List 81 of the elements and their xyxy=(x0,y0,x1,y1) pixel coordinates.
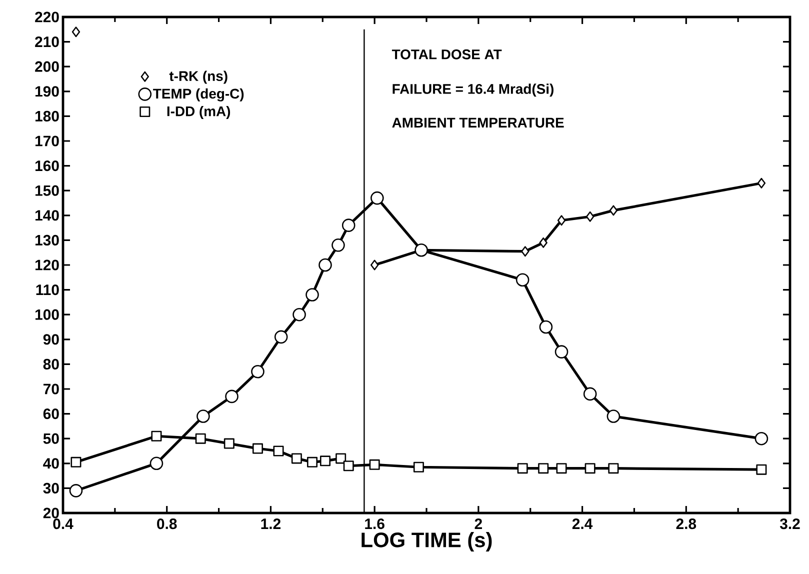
point xyxy=(369,459,380,470)
point xyxy=(318,258,332,272)
point xyxy=(521,246,530,257)
point xyxy=(306,288,319,302)
x-axis-title: LOG TIME (s) xyxy=(362,532,492,552)
point xyxy=(292,308,306,322)
point xyxy=(70,456,82,468)
point xyxy=(273,446,284,456)
point xyxy=(516,273,530,287)
point xyxy=(291,453,302,464)
y-tick-label: 20 xyxy=(43,508,59,518)
annotation: AMBIENT TEMPERATURE xyxy=(392,118,564,128)
point xyxy=(196,410,210,423)
legend-label: TEMP (deg-C) xyxy=(153,88,244,102)
y-tick-label: 110 xyxy=(36,284,59,296)
y-tick-label: 130 xyxy=(35,234,59,246)
y-tick-label: 210 xyxy=(35,36,59,48)
point xyxy=(342,218,356,232)
point xyxy=(754,432,768,446)
point xyxy=(517,463,528,474)
point xyxy=(225,390,238,404)
x-tick-label: 3.2 xyxy=(780,518,800,530)
point xyxy=(557,215,566,226)
point xyxy=(274,330,288,344)
point xyxy=(224,438,234,449)
y-tick-label: 170 xyxy=(35,136,59,146)
y-tick-label: 220 xyxy=(35,12,59,22)
legend-label: t-RK (ns) xyxy=(169,70,228,84)
point xyxy=(69,484,83,498)
y-tick-label: 30 xyxy=(43,482,59,494)
y-tick-label: 60 xyxy=(43,408,59,420)
y-tick-label: 160 xyxy=(35,160,59,172)
point xyxy=(320,456,330,466)
point xyxy=(343,460,354,472)
annotation: FAILURE = 16.4 Mrad(Si) xyxy=(392,84,554,97)
point xyxy=(252,443,263,454)
point xyxy=(539,237,548,248)
legend-label: I-DD (mA) xyxy=(167,106,230,119)
y-tick-label: 40 xyxy=(43,458,59,469)
point xyxy=(539,320,553,334)
point xyxy=(413,462,424,472)
x-tick-label: 1.6 xyxy=(365,518,384,530)
x-tick-label: 2.8 xyxy=(676,518,696,530)
point xyxy=(556,463,567,474)
point xyxy=(251,364,264,378)
y-tick-label: 180 xyxy=(35,110,59,122)
y-tick-label: 100 xyxy=(35,309,59,320)
y-tick-label: 70 xyxy=(44,384,59,394)
point xyxy=(584,463,596,474)
point xyxy=(151,430,162,442)
point xyxy=(608,463,619,474)
y-tick-label: 190 xyxy=(35,86,59,97)
point xyxy=(370,260,379,270)
point xyxy=(150,456,164,470)
point xyxy=(370,191,384,205)
x-tick-label: 0.4 xyxy=(53,518,74,530)
y-tick-label: 200 xyxy=(35,61,59,72)
point xyxy=(336,453,346,464)
point xyxy=(606,410,620,423)
y-tick-label: 80 xyxy=(43,358,59,370)
x-tick-label: 2.4 xyxy=(572,518,593,529)
x-tick-label: 2 xyxy=(474,518,482,529)
point xyxy=(538,463,549,474)
point xyxy=(72,26,80,38)
x-tick-label: 0.8 xyxy=(157,518,177,530)
x-tick-label: 1.2 xyxy=(261,518,280,529)
point xyxy=(195,433,206,444)
point xyxy=(307,456,318,468)
point xyxy=(757,178,766,188)
point xyxy=(586,211,594,222)
annotation: TOTAL DOSE AT xyxy=(392,49,502,60)
y-tick-label: 150 xyxy=(35,185,59,196)
y-tick-label: 90 xyxy=(43,334,59,345)
point xyxy=(609,205,618,216)
y-tick-label: 50 xyxy=(43,433,59,444)
y-tick-label: 140 xyxy=(35,210,59,221)
point xyxy=(756,464,767,475)
point xyxy=(583,387,597,401)
point xyxy=(332,238,345,252)
y-tick-label: 120 xyxy=(35,260,59,270)
point xyxy=(554,345,568,358)
